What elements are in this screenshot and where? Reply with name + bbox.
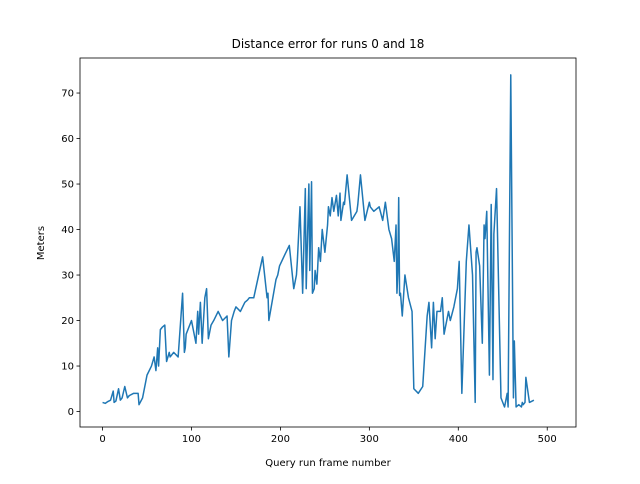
x-tick-label: 200 xyxy=(271,434,290,445)
y-tick-label: 10 xyxy=(61,362,74,373)
plot-frame xyxy=(79,57,577,428)
y-tick-label: 30 xyxy=(61,271,74,282)
x-tick-label: 0 xyxy=(99,434,105,445)
y-tick-label: 40 xyxy=(61,225,74,236)
y-tick-label: 0 xyxy=(68,407,74,418)
x-axis-label: Query run frame number xyxy=(265,458,391,469)
x-tick-label: 400 xyxy=(449,434,468,445)
y-axis-label: Meters xyxy=(36,226,47,260)
x-tick-label: 300 xyxy=(360,434,379,445)
y-tick-label: 50 xyxy=(61,180,74,191)
y-tick-label: 20 xyxy=(61,316,74,327)
chart-title: Distance error for runs 0 and 18 xyxy=(232,37,425,51)
x-tick-label: 100 xyxy=(182,434,201,445)
y-tick-label: 60 xyxy=(61,134,74,145)
y-tick-label: 70 xyxy=(61,89,74,100)
x-tick-label: 500 xyxy=(538,434,557,445)
data-line xyxy=(102,74,535,408)
